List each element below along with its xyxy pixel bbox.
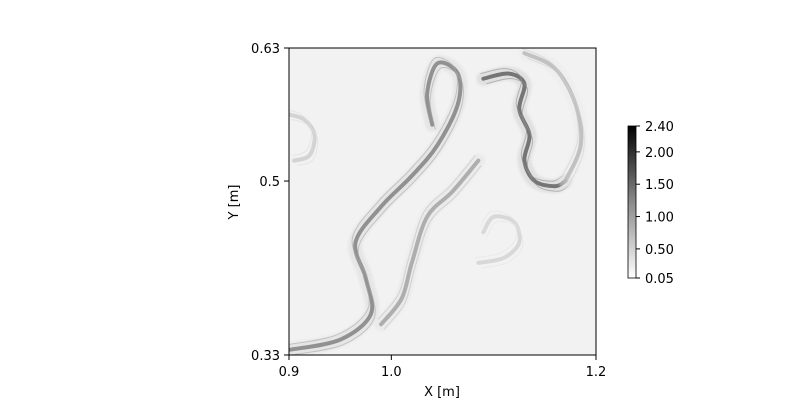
heatmap [289,48,589,355]
colorbar-tick-label: 1.00 [645,211,674,226]
feature-mushroom-roll-up [476,66,573,194]
colorbar-ticks: 0.05 0.50 1.00 1.50 2.00 2.40 [636,120,674,287]
feature-main-s-shaped-filament [289,55,468,355]
colorbar-tick-label: 2.00 [645,146,674,161]
colorbar [627,125,637,279]
feature-left-swirl [289,107,322,168]
colorbar-tick-label: 0.05 [645,272,674,287]
feature-inner-return-filament [374,153,486,332]
feature-lower-vortex [471,209,527,270]
y-tick-label: 0.5 [259,175,280,190]
colorbar-tick-label: 1.50 [645,178,674,193]
plot-frame [288,47,597,356]
y-axis-label: Y [m] [227,185,242,221]
x-axis: 0.9 1.0 1.2 [279,355,607,380]
feature-outer-right-arc [517,48,589,188]
x-tick-label: 0.9 [279,365,300,380]
y-tick-label: 0.63 [251,42,280,57]
x-tick-label: 1.2 [586,365,607,380]
y-axis: 0.33 0.5 0.63 [251,42,289,364]
x-tick-label: 1.0 [381,365,402,380]
colorbar-tick-label: 0.50 [645,243,674,258]
x-axis-label: X [m] [424,385,460,400]
colorbar-tick-label: 2.40 [645,120,674,135]
y-tick-label: 0.33 [251,349,280,364]
